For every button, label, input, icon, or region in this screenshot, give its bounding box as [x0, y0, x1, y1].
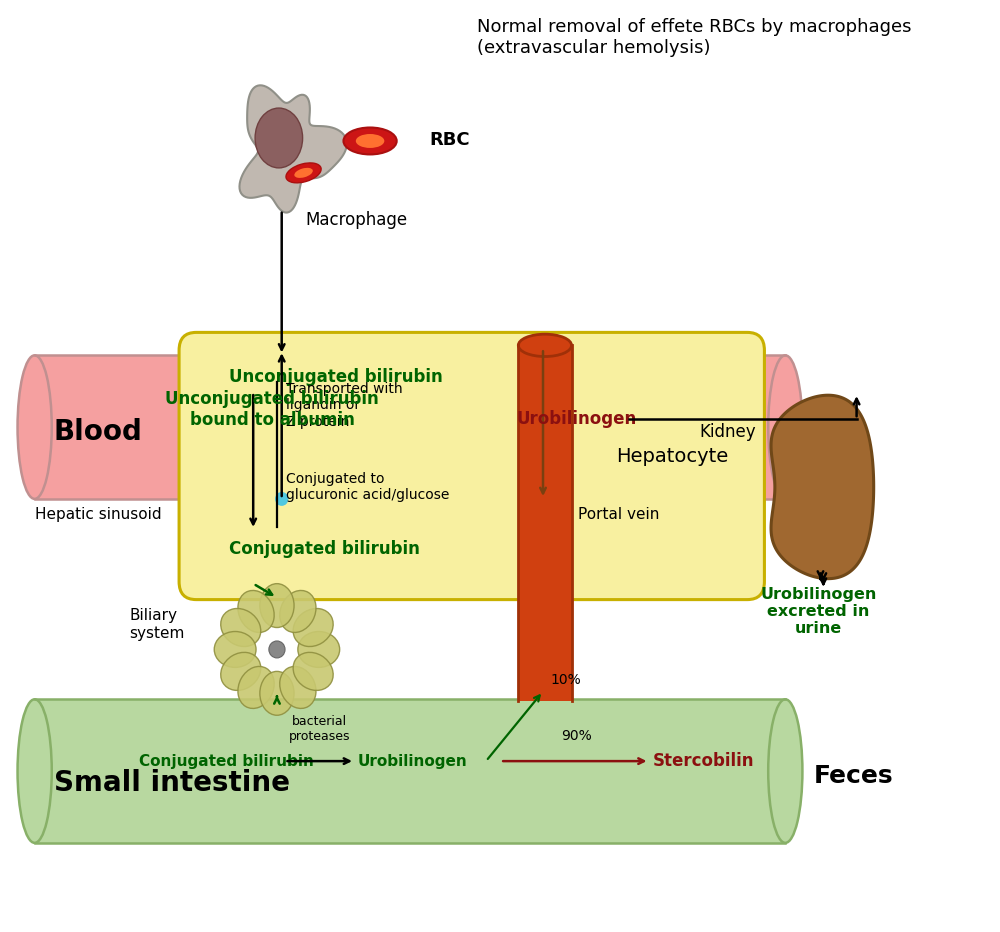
Ellipse shape: [18, 699, 52, 843]
Bar: [35, 699, 785, 843]
Ellipse shape: [238, 591, 274, 633]
Text: Urobilinogen: Urobilinogen: [516, 410, 637, 428]
Text: Hepatocyte: Hepatocyte: [616, 446, 728, 465]
Ellipse shape: [275, 492, 288, 506]
Text: Urobilinogen: Urobilinogen: [358, 754, 467, 769]
Ellipse shape: [286, 163, 321, 183]
Text: Conjugated bilirubin: Conjugated bilirubin: [229, 540, 420, 557]
Text: Transported with
ligandin or
Z protein: Transported with ligandin or Z protein: [286, 382, 403, 429]
Text: Unconjugated bilirubin: Unconjugated bilirubin: [229, 368, 443, 386]
Text: Urobilinogen
excreted in
urine: Urobilinogen excreted in urine: [760, 586, 877, 637]
Ellipse shape: [18, 355, 52, 499]
Polygon shape: [239, 86, 347, 212]
Ellipse shape: [293, 609, 333, 647]
Ellipse shape: [214, 632, 256, 667]
Text: Small intestine: Small intestine: [54, 769, 290, 797]
Text: Portal vein: Portal vein: [578, 507, 660, 522]
Text: 10%: 10%: [551, 673, 581, 687]
Ellipse shape: [356, 134, 384, 148]
Text: Conjugated bilirubin: Conjugated bilirubin: [139, 754, 314, 769]
Ellipse shape: [221, 609, 261, 647]
Ellipse shape: [280, 591, 316, 633]
Ellipse shape: [260, 583, 294, 627]
Ellipse shape: [255, 108, 303, 168]
Ellipse shape: [343, 128, 397, 155]
Ellipse shape: [238, 666, 274, 708]
Text: Biliary
system: Biliary system: [130, 609, 185, 640]
Ellipse shape: [518, 335, 572, 357]
Text: Kidney: Kidney: [700, 423, 756, 441]
Ellipse shape: [260, 671, 294, 715]
Ellipse shape: [293, 652, 333, 691]
Ellipse shape: [269, 641, 285, 658]
Text: Macrophage: Macrophage: [305, 211, 408, 228]
Text: Hepatic sinusoid: Hepatic sinusoid: [35, 507, 161, 522]
Text: 90%: 90%: [561, 729, 592, 743]
Text: Feces: Feces: [814, 764, 893, 788]
Text: Conjugated to
glucuronic acid/glucose: Conjugated to glucuronic acid/glucose: [286, 472, 450, 502]
Ellipse shape: [298, 632, 340, 667]
FancyBboxPatch shape: [179, 333, 764, 599]
Ellipse shape: [221, 652, 261, 691]
Ellipse shape: [768, 699, 802, 843]
Text: Stercobilin: Stercobilin: [652, 752, 754, 770]
Polygon shape: [771, 395, 874, 579]
Bar: [35, 355, 785, 499]
Text: Unconjugated bilirubin
bound to albumin: Unconjugated bilirubin bound to albumin: [165, 390, 379, 429]
Ellipse shape: [768, 355, 802, 499]
Ellipse shape: [294, 168, 313, 178]
Ellipse shape: [280, 666, 316, 708]
Text: Blood: Blood: [54, 418, 143, 446]
Text: RBC: RBC: [429, 131, 470, 149]
Text: bacterial
proteases: bacterial proteases: [289, 715, 350, 743]
Bar: [518, 346, 572, 701]
Text: Normal removal of effete RBCs by macrophages
(extravascular hemolysis): Normal removal of effete RBCs by macroph…: [477, 19, 911, 57]
